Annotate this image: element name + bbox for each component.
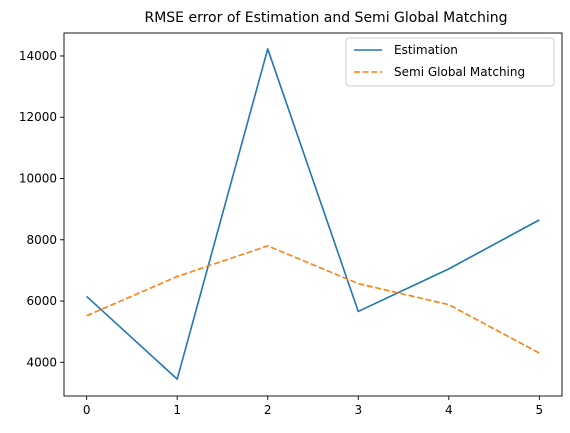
series-layer — [86, 48, 540, 380]
y-tick-label: 14000 — [19, 49, 57, 63]
plot-frame — [63, 32, 563, 397]
series-line-2 — [86, 245, 540, 354]
series-line-1 — [86, 48, 540, 380]
legend-label-1: Estimation — [394, 43, 458, 57]
x-tick-label: 4 — [445, 403, 453, 417]
chart-title: RMSE error of Estimation and Semi Global… — [144, 10, 507, 26]
legend-box — [345, 37, 555, 87]
y-tick-label: 12000 — [19, 110, 57, 124]
x-tick-label: 0 — [83, 403, 91, 417]
y-tick-label: 8000 — [26, 233, 57, 247]
x-tick-label: 1 — [173, 403, 181, 417]
axes-layer: 0 1 2 3 4 5 4000 6000 8000 10000 12000 14000 — [19, 49, 543, 417]
x-tick-label: 2 — [264, 403, 272, 417]
legend-label-2: Semi Global Matching — [394, 65, 525, 79]
x-tick-label: 5 — [536, 403, 544, 417]
y-tick-label: 10000 — [19, 172, 57, 186]
legend: Estimation Semi Global Matching — [345, 37, 555, 87]
y-tick-label: 6000 — [26, 294, 57, 308]
x-tick-label: 3 — [354, 403, 362, 417]
y-tick-label: 4000 — [26, 355, 57, 369]
